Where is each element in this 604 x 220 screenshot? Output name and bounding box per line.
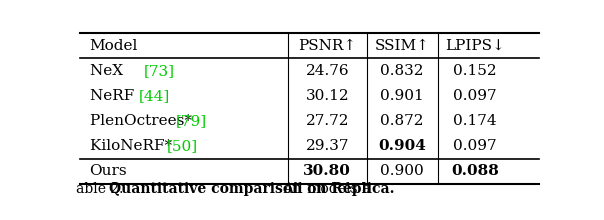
Text: Model: Model <box>89 39 138 53</box>
Text: LPIPS↓: LPIPS↓ <box>445 39 505 53</box>
Text: 29.37: 29.37 <box>306 139 349 153</box>
Text: Quantitative comparison on Replica.: Quantitative comparison on Replica. <box>109 182 394 196</box>
Text: PSNR↑: PSNR↑ <box>298 39 356 53</box>
Text: 0.901: 0.901 <box>381 89 424 103</box>
Text: All models a: All models a <box>275 182 371 196</box>
Text: 0.904: 0.904 <box>378 139 426 153</box>
Text: 30.12: 30.12 <box>306 89 349 103</box>
Text: able 2.: able 2. <box>76 182 132 196</box>
Text: 0.088: 0.088 <box>451 164 499 178</box>
Text: PlenOctrees*: PlenOctrees* <box>89 114 196 128</box>
Text: NeRF: NeRF <box>89 89 139 103</box>
Text: Ours: Ours <box>89 164 127 178</box>
Text: [44]: [44] <box>139 89 170 103</box>
Text: 0.872: 0.872 <box>381 114 424 128</box>
Text: 27.72: 27.72 <box>306 114 349 128</box>
Text: 0.097: 0.097 <box>453 89 496 103</box>
Text: NeX: NeX <box>89 64 127 78</box>
Text: 0.097: 0.097 <box>453 139 496 153</box>
Text: 0.900: 0.900 <box>381 164 424 178</box>
Text: 0.832: 0.832 <box>381 64 424 78</box>
Text: [79]: [79] <box>176 114 207 128</box>
Text: 0.174: 0.174 <box>453 114 496 128</box>
Text: KiloNeRF*: KiloNeRF* <box>89 139 176 153</box>
Text: 0.152: 0.152 <box>453 64 496 78</box>
Text: [73]: [73] <box>143 64 175 78</box>
Text: SSIM↑: SSIM↑ <box>375 39 429 53</box>
Text: [50]: [50] <box>167 139 198 153</box>
Text: 24.76: 24.76 <box>306 64 349 78</box>
Text: 30.80: 30.80 <box>303 164 352 178</box>
